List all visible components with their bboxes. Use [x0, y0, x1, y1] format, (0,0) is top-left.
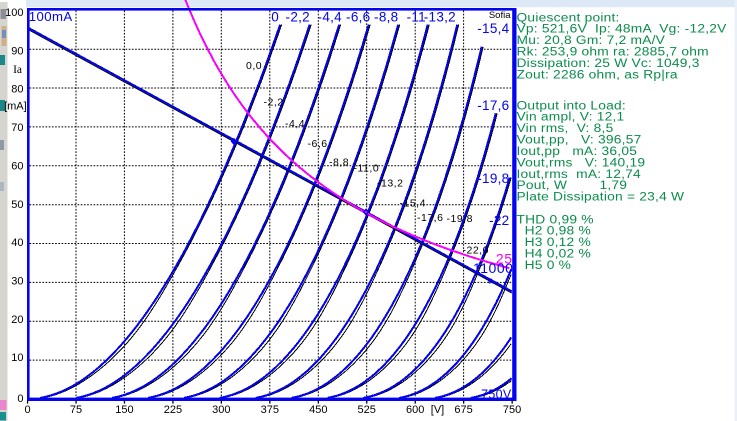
- svg-text:-11: -11: [407, 9, 426, 24]
- svg-text:Iout,pp mA: 36,05: Iout,pp mA: 36,05: [517, 144, 638, 158]
- svg-text:-17,6: -17,6: [477, 98, 509, 113]
- svg-text:Iout,rms mA: 12,74: Iout,rms mA: 12,74: [517, 167, 641, 181]
- svg-text:Rk: 253,9 ohm ra: 2885,7 ohm: Rk: 253,9 ohm ra: 2885,7 ohm: [517, 44, 709, 58]
- svg-text:THD 0,99 %: THD 0,99 %: [517, 212, 594, 226]
- svg-text:-13,2: -13,2: [424, 9, 456, 24]
- svg-text:-4,4: -4,4: [318, 9, 343, 24]
- svg-text:Output into Load:: Output into Load:: [517, 98, 626, 112]
- svg-text:H5 0 %: H5 0 %: [517, 258, 572, 272]
- svg-text:-6,6: -6,6: [308, 138, 328, 150]
- svg-text:90: 90: [11, 45, 23, 57]
- svg-text:25: 25: [496, 251, 513, 267]
- svg-text:40: 40: [11, 237, 23, 249]
- svg-text:Plate Dissipation = 23,4 W: Plate Dissipation = 23,4 W: [517, 189, 685, 203]
- svg-text:-15,4: -15,4: [400, 198, 426, 210]
- svg-text:20: 20: [11, 314, 23, 326]
- svg-text:-11,0: -11,0: [354, 163, 380, 175]
- svg-text:75: 75: [70, 404, 82, 416]
- svg-text:Vin rms, V: 8,5: Vin rms, V: 8,5: [517, 121, 614, 135]
- svg-text:Sofia: Sofia: [489, 10, 511, 21]
- svg-text:Vout,rms V: 140,19: Vout,rms V: 140,19: [517, 155, 646, 169]
- svg-text:0: 0: [24, 404, 30, 416]
- svg-text:70: 70: [11, 122, 23, 134]
- svg-text:Vout,pp, V: 396,57: Vout,pp, V: 396,57: [517, 132, 642, 146]
- svg-text:60: 60: [11, 160, 23, 172]
- svg-text:Mu: 20,8 Gm: 7,2 mA/V: Mu: 20,8 Gm: 7,2 mA/V: [517, 33, 666, 47]
- svg-text:30: 30: [11, 276, 23, 288]
- svg-text:-19,8: -19,8: [447, 213, 473, 225]
- svg-text:-13,2: -13,2: [377, 177, 403, 189]
- svg-text:-17,6: -17,6: [417, 212, 443, 224]
- svg-text:100mA: 100mA: [29, 9, 73, 24]
- svg-text:Quiescent point:: Quiescent point:: [517, 10, 620, 24]
- svg-text:300: 300: [212, 404, 230, 416]
- svg-text:225: 225: [164, 404, 182, 416]
- svg-text:80: 80: [11, 84, 23, 96]
- svg-text:-19,8: -19,8: [477, 171, 509, 186]
- svg-text:10: 10: [11, 352, 23, 364]
- svg-text:-6,6: -6,6: [346, 9, 370, 24]
- svg-text:-2,2: -2,2: [286, 9, 310, 24]
- svg-text:600: 600: [406, 404, 424, 416]
- svg-text:0: 0: [17, 393, 23, 405]
- svg-text:750: 750: [503, 404, 521, 416]
- svg-text:Vin ampl, V: 12,1: Vin ampl, V: 12,1: [517, 109, 625, 123]
- svg-text:Dissipation: 25 W Vc: 1049,3: Dissipation: 25 W Vc: 1049,3: [517, 56, 700, 70]
- svg-text:11000: 11000: [473, 260, 513, 276]
- svg-text:Vp: 521,6V Ip: 48mA Vg: -12,: Vp: 521,6V Ip: 48mA Vg: -12,2V: [517, 21, 727, 35]
- svg-text:-4,4: -4,4: [285, 118, 305, 130]
- svg-text:[V]: [V]: [431, 404, 444, 416]
- svg-text:450: 450: [309, 404, 327, 416]
- svg-text:-8,8: -8,8: [329, 156, 349, 168]
- svg-text:0: 0: [271, 9, 279, 24]
- svg-text:525: 525: [358, 404, 376, 416]
- svg-text:Ia: Ia: [13, 64, 22, 76]
- svg-text:150: 150: [115, 404, 133, 416]
- svg-text:0,0: 0,0: [246, 60, 262, 72]
- svg-text:-15,4: -15,4: [477, 21, 509, 36]
- svg-text:750V: 750V: [481, 387, 512, 401]
- svg-text:675: 675: [454, 404, 472, 416]
- svg-text:-22,0: -22,0: [463, 244, 489, 256]
- svg-text:a: a: [488, 275, 494, 286]
- svg-text:100: 100: [5, 7, 23, 19]
- svg-text:H4 0,02 %: H4 0,02 %: [517, 246, 592, 260]
- svg-text:50: 50: [11, 199, 23, 211]
- svg-text:H3 0,12 %: H3 0,12 %: [517, 235, 592, 249]
- svg-text:[mA]: [mA]: [4, 100, 27, 112]
- svg-text:Pout, W 1,79: Pout, W 1,79: [517, 178, 628, 192]
- svg-text:H2 0,98 %: H2 0,98 %: [517, 223, 592, 237]
- svg-text:-22: -22: [489, 213, 509, 228]
- svg-text:-2,2: -2,2: [264, 96, 284, 108]
- svg-text:375: 375: [261, 404, 279, 416]
- svg-text:-8,8: -8,8: [374, 9, 398, 24]
- svg-text:Zout: 2286 ohm, as Rp|ra: Zout: 2286 ohm, as Rp|ra: [517, 67, 679, 81]
